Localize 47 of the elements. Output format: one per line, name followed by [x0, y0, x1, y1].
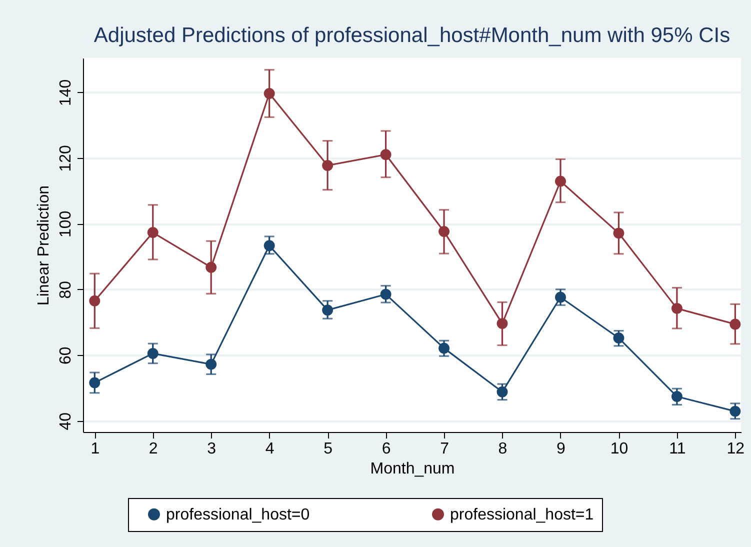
point: [730, 406, 741, 417]
x-tick-label: 6: [382, 440, 391, 458]
legend-label: professional_host=0: [166, 506, 310, 524]
point: [671, 391, 682, 402]
y-tick-label: 100: [58, 210, 74, 238]
x-tick-label: 10: [610, 440, 628, 458]
x-tick-label: 7: [440, 440, 450, 458]
x-tick-label: 4: [265, 440, 274, 458]
point: [322, 304, 334, 316]
x-tick-label: 1: [90, 440, 100, 458]
x-tick-label: 11: [669, 440, 686, 458]
point: [613, 332, 624, 344]
point: [438, 342, 450, 354]
point: [264, 240, 275, 252]
x-tick-label: 12: [726, 440, 745, 458]
point: [89, 295, 100, 306]
x-axis-title: Month_num: [370, 460, 455, 478]
x-tick-label: 5: [324, 440, 333, 458]
x-tick-label: 2: [148, 440, 158, 458]
point: [671, 302, 682, 314]
point: [613, 228, 624, 239]
x-tick-label: 8: [498, 440, 508, 458]
point: [555, 292, 566, 303]
y-tick-label: 140: [58, 79, 74, 106]
point: [89, 377, 100, 388]
point: [496, 386, 508, 398]
legend-label: professional_host=1: [450, 506, 594, 524]
y-tick-label: 120: [58, 144, 74, 172]
point: [555, 176, 566, 187]
point: [380, 288, 392, 300]
point: [147, 227, 158, 238]
x-tick-label: 3: [207, 440, 216, 458]
y-tick-label: 40: [58, 412, 74, 430]
y-axis-title: Linear Prediction: [36, 185, 52, 306]
y-tick-label: 80: [58, 280, 74, 299]
point: [730, 318, 741, 330]
point: [264, 88, 275, 99]
point: [438, 226, 450, 237]
point: [496, 318, 508, 330]
point: [147, 348, 158, 359]
point: [380, 149, 392, 160]
x-tick-label: 9: [556, 440, 566, 458]
chart-title: Adjusted Predictions of professional_host#Month_num with 95% CIs: [94, 24, 730, 47]
point: [322, 160, 334, 171]
point: [206, 262, 217, 273]
y-tick-label: 60: [58, 346, 74, 364]
point: [206, 358, 217, 370]
